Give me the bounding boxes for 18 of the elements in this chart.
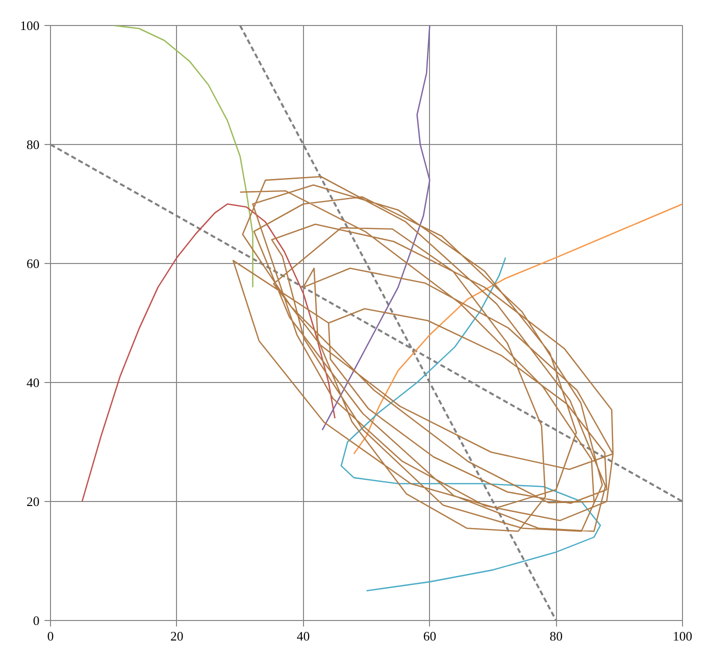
x-tick-label: 40 (296, 628, 310, 644)
line-series (340, 256, 601, 592)
x-tick-label: 0 (47, 628, 54, 644)
y-tick-label: 40 (26, 375, 40, 390)
y-tick-label: 60 (26, 256, 40, 271)
y-tick-label: 100 (20, 18, 40, 33)
y-tick-label: 0 (33, 613, 40, 628)
x-tick-label: 80 (550, 628, 563, 644)
y-tick-label: 20 (26, 494, 40, 509)
line-series (113, 26, 254, 288)
x-tick-label: 20 (170, 628, 184, 644)
y-tick-label: 80 (26, 137, 40, 152)
x-tick-label: 60 (423, 628, 436, 644)
line-series (322, 26, 430, 431)
line-series (81, 203, 336, 502)
line-series (353, 203, 682, 455)
line-series (232, 176, 614, 532)
x-tick-label: 100 (672, 628, 692, 644)
